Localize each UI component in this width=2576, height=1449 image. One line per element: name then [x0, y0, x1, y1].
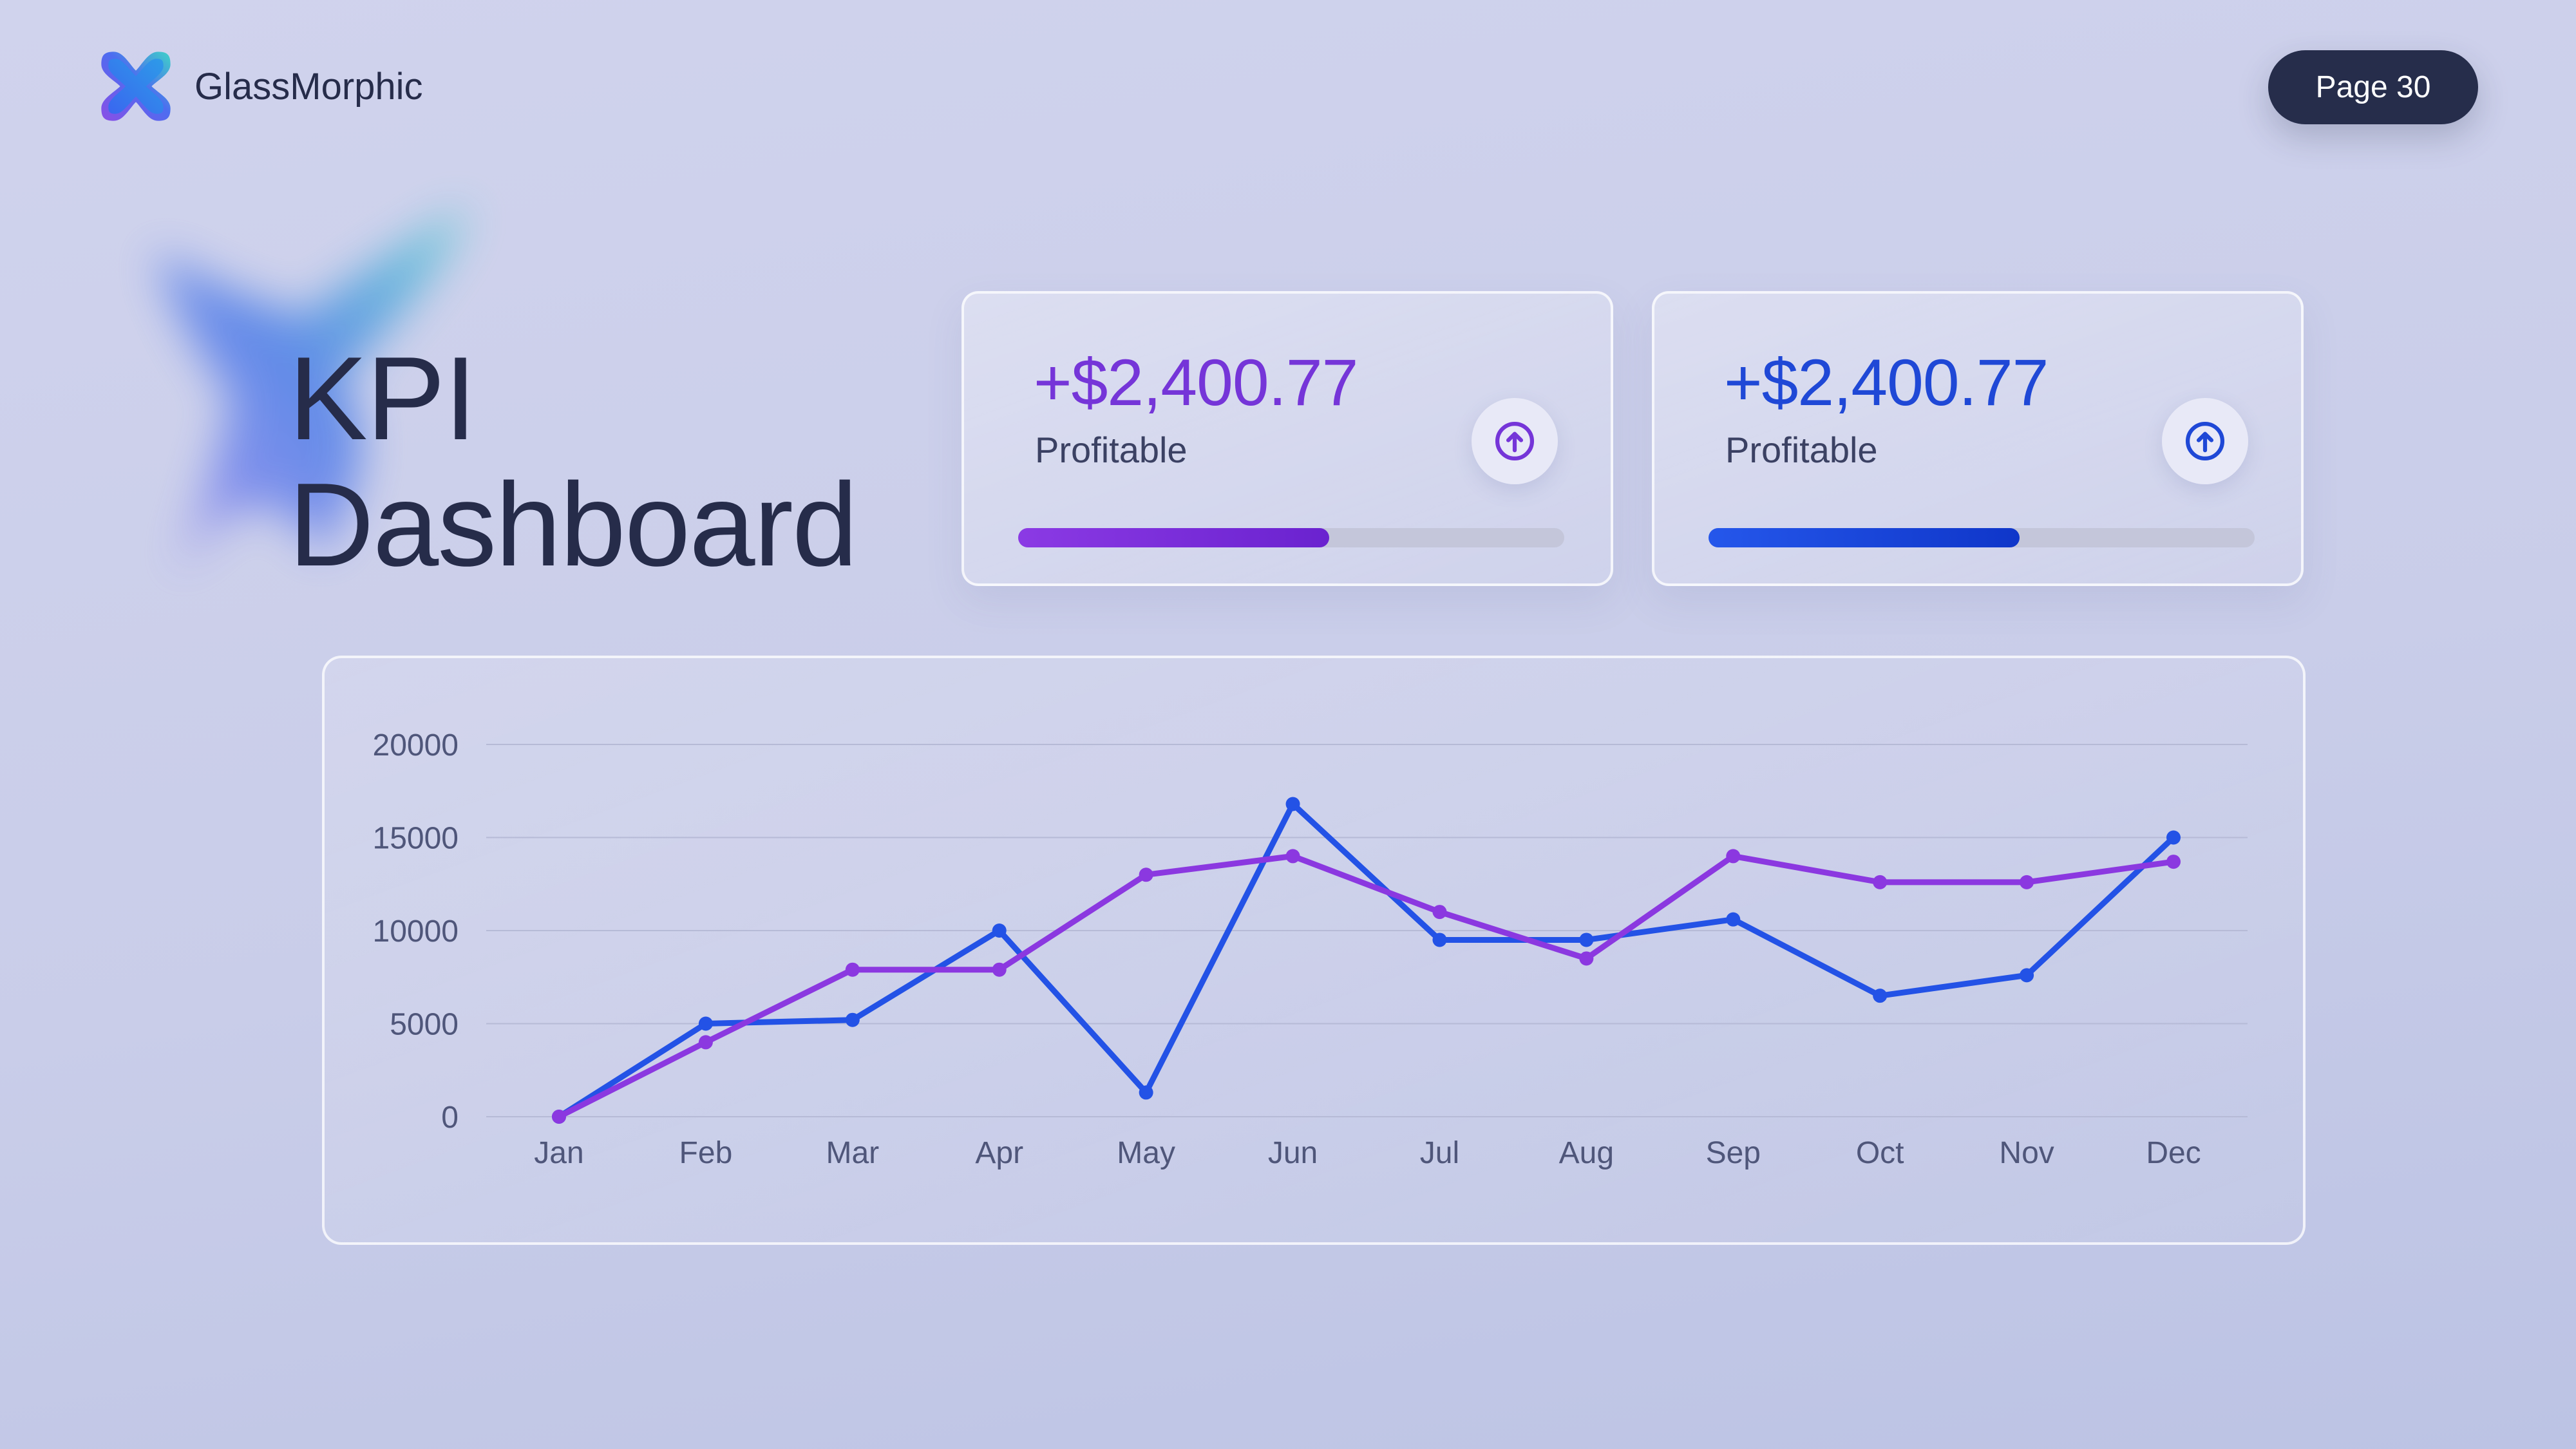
- page-title-line-1: KPI: [289, 332, 477, 464]
- x-tick-label: May: [1117, 1136, 1175, 1170]
- x-tick-label: Apr: [975, 1136, 1023, 1170]
- x-tick-label: Oct: [1856, 1136, 1904, 1170]
- series-1-point: [1139, 1085, 1153, 1100]
- series-2-line: [556, 853, 2177, 1120]
- series-1-point: [2020, 968, 2034, 983]
- series-2-point: [2020, 875, 2034, 889]
- y-tick-label: 20000: [373, 728, 459, 762]
- series-1-point: [2166, 830, 2181, 845]
- decorative-star-blur: [155, 206, 470, 580]
- page-number-badge: Page 30: [2268, 50, 2478, 124]
- x-tick-label: Jan: [534, 1136, 583, 1170]
- series-2-point: [845, 962, 860, 977]
- x-tick-label: Jun: [1268, 1136, 1318, 1170]
- chart-panel: [322, 656, 2306, 1245]
- series-2-point: [1873, 875, 1888, 889]
- page-number-label: Page 30: [2315, 70, 2431, 104]
- series-1-point: [1285, 797, 1300, 811]
- page-title: KPI Dashboard: [289, 332, 858, 591]
- x-tick-label: Nov: [1999, 1136, 2054, 1170]
- series-1-point: [1432, 933, 1447, 947]
- kpi-progress-track: [1709, 528, 2255, 547]
- series-2-point: [2166, 855, 2181, 869]
- series-1-point: [698, 1016, 713, 1031]
- x-tick-label: Feb: [679, 1136, 733, 1170]
- arrow-up-circle-icon: [2185, 421, 2225, 461]
- series-1-line: [556, 800, 2177, 1120]
- series-2-point: [1139, 867, 1153, 882]
- kpi-detail-button[interactable]: [1472, 398, 1558, 484]
- page-title-line-2: Dashboard: [289, 458, 858, 591]
- x-tick-label: Jul: [1420, 1136, 1459, 1170]
- series-1-point: [1873, 989, 1888, 1003]
- y-tick-label: 10000: [373, 914, 459, 949]
- kpi-value: +$2,400.77: [1034, 346, 1358, 419]
- brand-name: GlassMorphic: [194, 65, 423, 108]
- series-2-point: [1726, 849, 1741, 864]
- kpi-progress-fill: [1018, 528, 1330, 547]
- x-tick-label: Aug: [1559, 1136, 1614, 1170]
- kpi-progress-fill: [1709, 528, 2020, 547]
- series-2-point: [552, 1110, 566, 1124]
- kpi-value: +$2,400.77: [1724, 346, 2049, 419]
- series-2-point: [1579, 951, 1594, 966]
- x-tick-label: Sep: [1706, 1136, 1761, 1170]
- kpi-card-1: +$2,400.77 Profitable: [961, 291, 1613, 586]
- series-2-point: [1285, 849, 1300, 864]
- series-1-point: [1579, 933, 1594, 947]
- x-tick-label: Dec: [2146, 1136, 2201, 1170]
- kpi-progress-track: [1018, 528, 1564, 547]
- series-2-point: [992, 962, 1007, 977]
- y-tick-label: 15000: [373, 822, 459, 856]
- kpi-label: Profitable: [1725, 430, 1878, 470]
- y-tick-label: 5000: [390, 1008, 459, 1042]
- x-shape-logo-icon: [101, 52, 171, 121]
- kpi-detail-button[interactable]: [2162, 398, 2248, 484]
- series-2-point: [1432, 905, 1447, 920]
- series-1-point: [992, 923, 1007, 938]
- series-2-point: [698, 1035, 713, 1050]
- kpi-card-2: +$2,400.77 Profitable: [1652, 291, 2304, 586]
- series-1-point: [1726, 912, 1741, 927]
- brand: GlassMorphic: [97, 48, 423, 125]
- series-1-point: [845, 1012, 860, 1027]
- kpi-label: Profitable: [1035, 430, 1188, 470]
- y-tick-label: 0: [441, 1101, 459, 1135]
- arrow-up-circle-icon: [1495, 421, 1535, 461]
- x-tick-label: Mar: [826, 1136, 879, 1170]
